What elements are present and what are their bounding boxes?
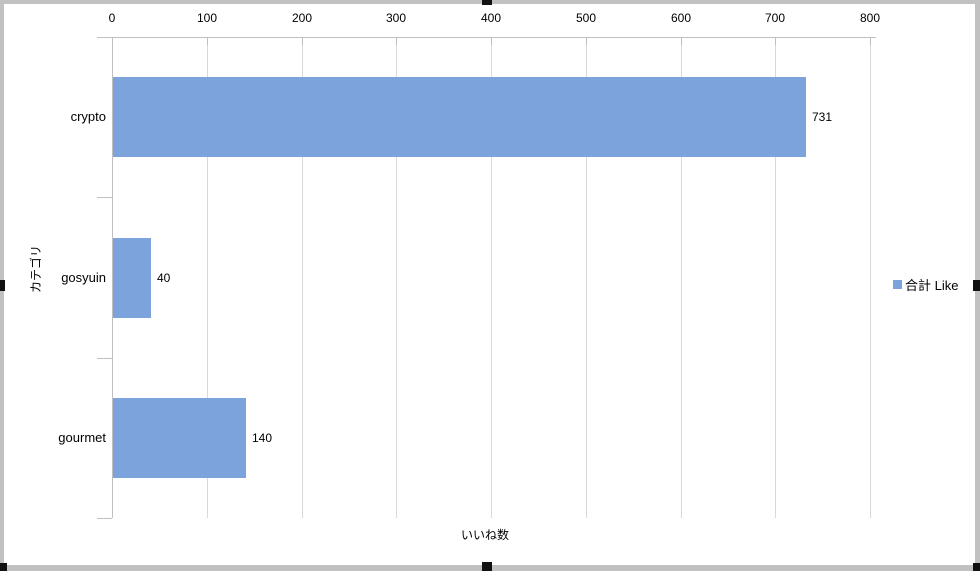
major-gridline [396,37,397,518]
bar-crypto[interactable] [113,77,806,157]
major-gridline [207,37,208,518]
category-axis-tick [97,358,112,359]
selection-handle-left[interactable] [0,280,5,291]
value-axis-tick-label: 300 [385,11,407,25]
selection-handle-bottom-left[interactable] [0,563,7,571]
value-axis-tick-label: 500 [575,11,597,25]
legend-marker-icon [893,279,902,289]
major-gridline [870,37,871,518]
major-gridline [681,37,682,518]
selection-handle-top[interactable] [482,0,492,5]
selection-handle-bottom-right[interactable] [973,563,980,571]
major-gridline [302,37,303,518]
category-axis-tick [97,518,112,519]
value-axis-tick-label: 100 [196,11,218,25]
data-label-gourmet: 140 [252,431,273,445]
data-label-gosyuin: 40 [157,271,171,285]
value-axis-title: いいね数 [460,528,509,542]
value-axis-tick [870,37,871,45]
value-axis-tick-label: 200 [291,11,313,25]
value-axis-tick [396,37,397,45]
value-axis-tick-label: 400 [480,11,502,25]
value-axis-line [112,37,876,38]
value-axis-tick [586,37,587,45]
legend-label: 合計 Like [905,277,959,293]
legend[interactable]: 合計 Like [893,274,958,294]
value-axis-tick [681,37,682,45]
value-axis-tick [302,37,303,45]
bar-gourmet[interactable] [113,398,246,478]
value-axis-tick [775,37,776,45]
category-axis-tick [97,37,112,38]
category-label-gosyuin: gosyuin [61,270,106,285]
bar-gosyuin[interactable] [113,238,151,318]
major-gridline [586,37,587,518]
value-axis-tick [207,37,208,45]
value-axis-tick-label: 700 [764,11,786,25]
value-axis-tick [491,37,492,45]
value-axis-tick-label: 600 [670,11,692,25]
selection-handle-bottom[interactable] [482,562,492,571]
major-gridline [775,37,776,518]
major-gridline [491,37,492,518]
category-axis-line [112,37,113,518]
selection-handle-right[interactable] [973,280,980,291]
value-axis-tick-label: 800 [859,11,881,25]
data-label-crypto: 731 [812,110,833,124]
category-axis-tick [97,197,112,198]
category-label-gourmet: gourmet [58,430,106,445]
value-axis-tick-label: 0 [108,11,116,25]
category-label-crypto: crypto [70,109,106,124]
